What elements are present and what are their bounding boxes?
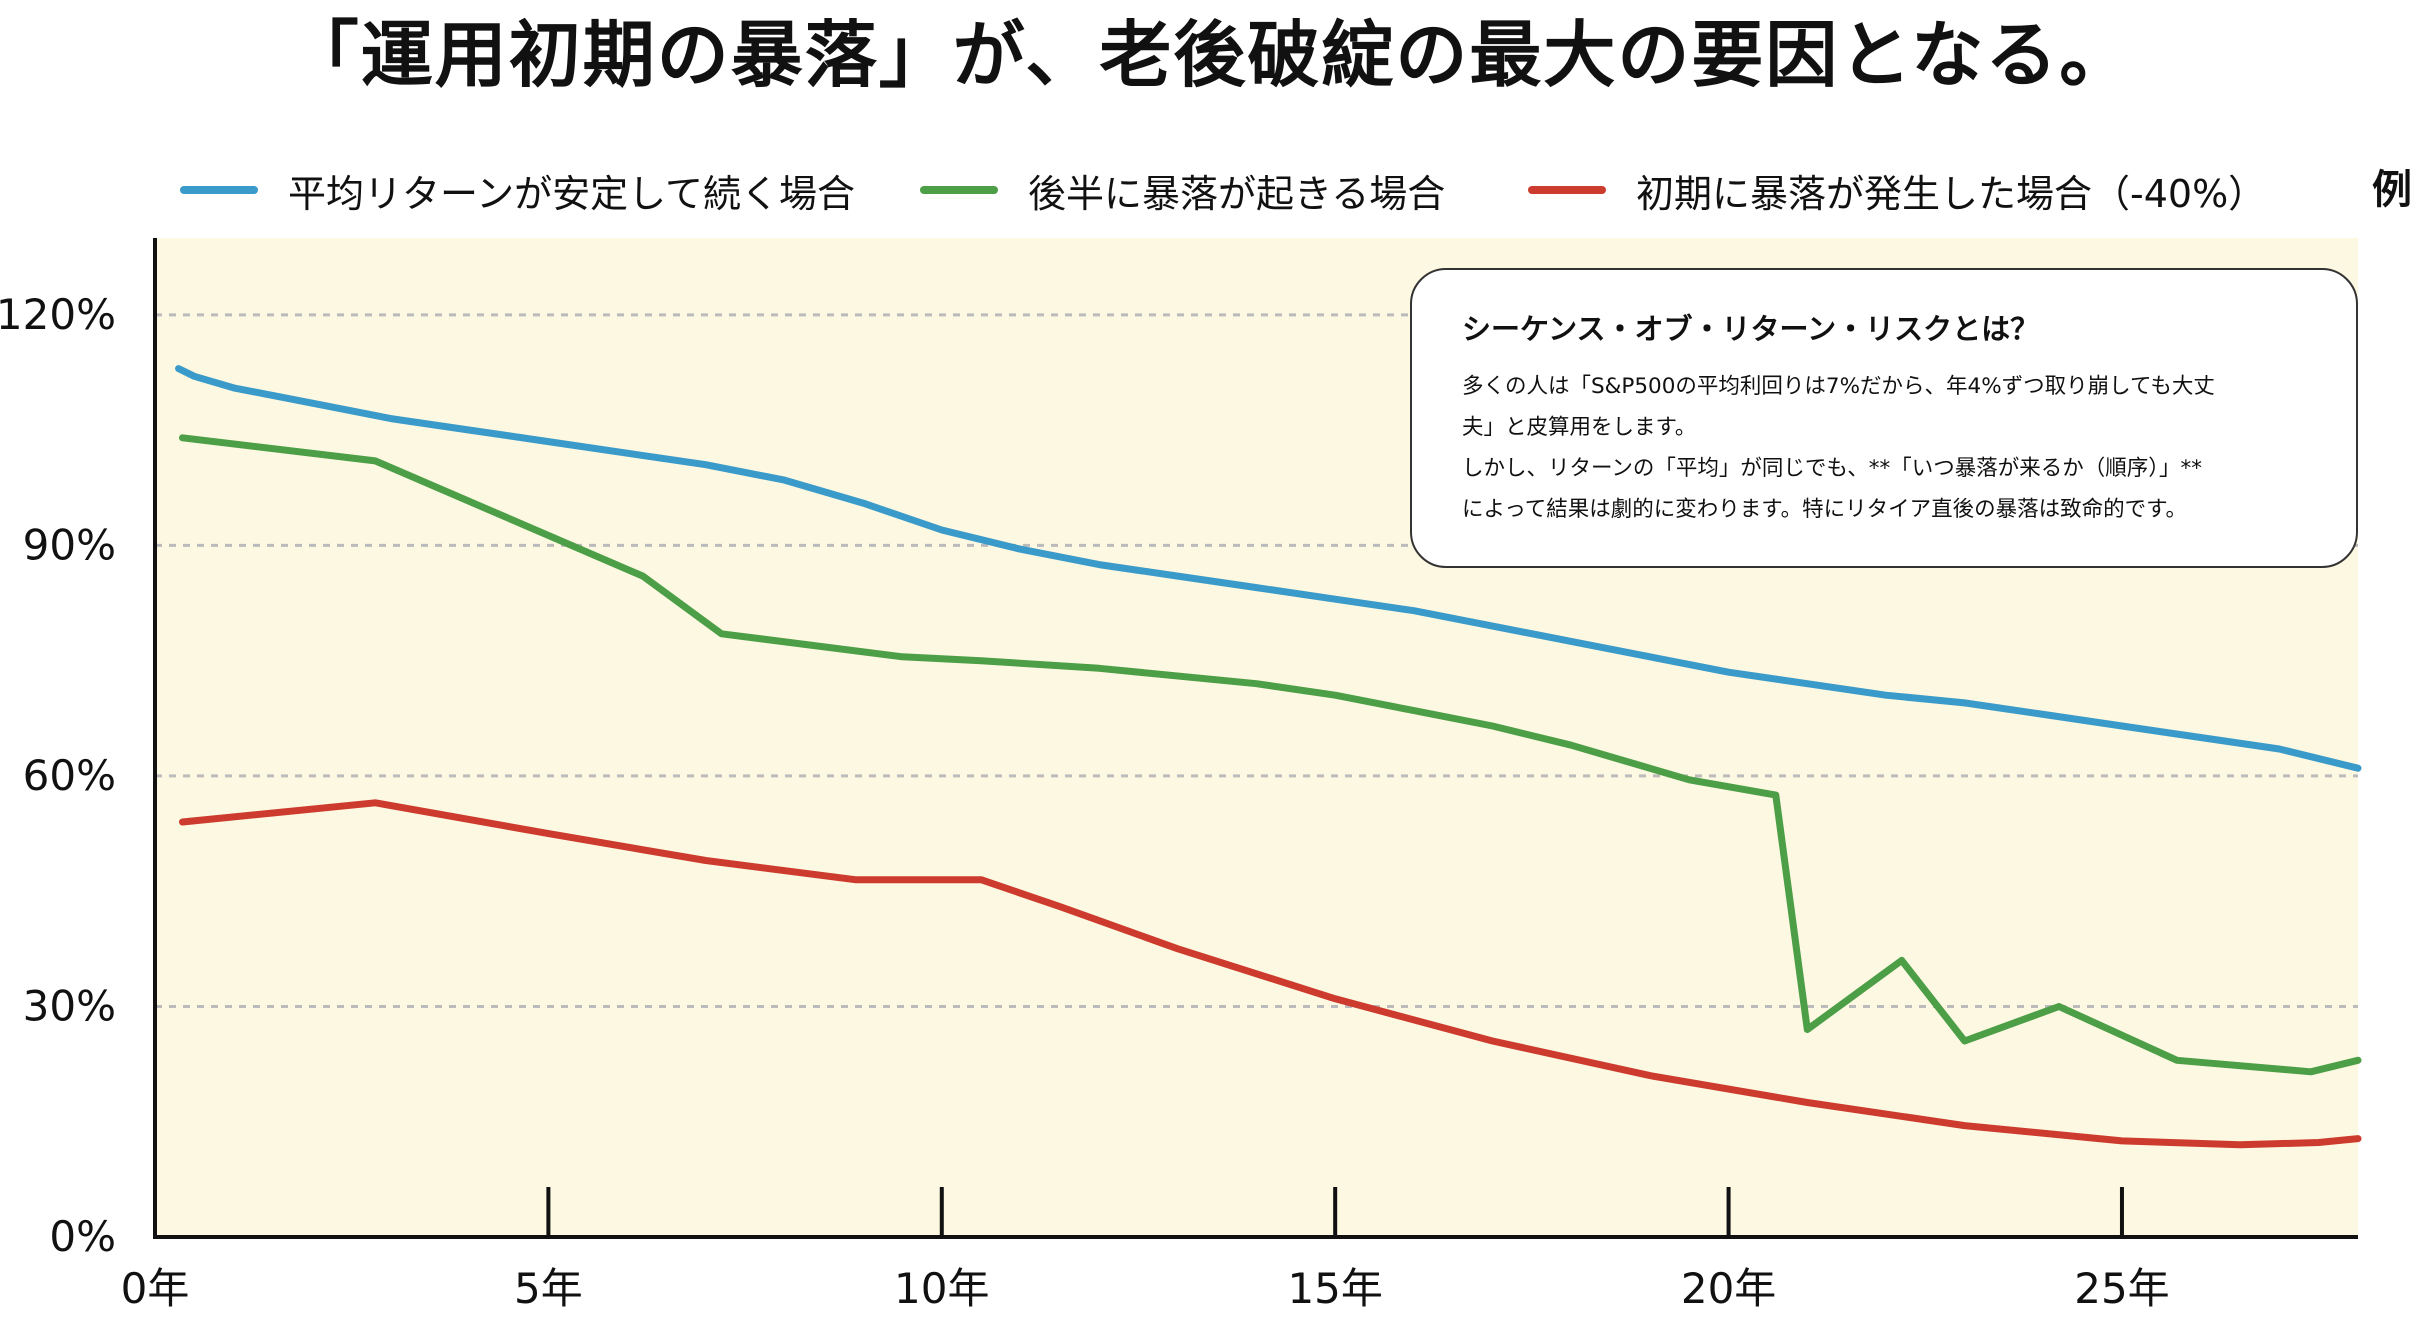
- legend-label: 後半に暴落が起きる場合: [1028, 171, 1446, 216]
- x-tick-label: 20年: [1681, 1264, 1776, 1313]
- info-box-body: 多くの人は「S&P500の平均利回りは7%だから、年4%ずつ取り崩しても大丈 夫…: [1462, 366, 2306, 530]
- legend-label: 初期に暴落が発生した場合（-40%）: [1636, 171, 2267, 216]
- x-tick-label: 0年: [121, 1264, 190, 1313]
- info-box-line: によって結果は劇的に変わります。特にリタイア直後の暴落は致命的です。: [1462, 497, 2187, 522]
- series-line-early-crash: [179, 799, 2362, 1149]
- y-tick-label: 120%: [0, 290, 116, 339]
- axes: [153, 238, 2358, 1239]
- info-box-line: 多くの人は「S&P500の平均利回りは7%だから、年4%ずつ取り崩しても大丈: [1462, 374, 2215, 399]
- series-line-late-crash: [179, 434, 2362, 1076]
- legend-item-stable: 平均リターンが安定して続く場合: [180, 160, 855, 220]
- y-tick-label: 60%: [23, 751, 116, 800]
- y-tick-label: 0%: [49, 1212, 116, 1261]
- info-box-line: 夫」と皮算用をします。: [1462, 415, 1697, 440]
- legend-item-late-crash: 後半に暴落が起きる場合: [920, 160, 1445, 220]
- info-box-line: しかし、リターンの「平均」が同じでも、**「いつ暴落が来るか（順序）」**: [1462, 456, 2203, 481]
- legend-line-icon: [920, 186, 998, 194]
- legend-suffix: 例: [2372, 167, 2412, 213]
- legend-line-icon: [180, 186, 258, 194]
- y-tick-label: 90%: [23, 520, 116, 569]
- x-tick-label: 15年: [1287, 1264, 1382, 1313]
- series-line-stable: [175, 365, 2362, 772]
- info-box-title: シーケンス・オブ・リターン・リスクとは？: [1462, 312, 2040, 346]
- legend-label: 平均リターンが安定して続く場合: [288, 171, 855, 216]
- page-title: 「運用初期の暴落」が、老後破綻の最大の要因となる。: [286, 13, 2134, 97]
- legend-line-icon: [1528, 186, 1606, 194]
- tick-labels: 0% 30% 60% 90% 120% 0年 5年 10年 15年 20年 25年: [0, 290, 2170, 1313]
- x-tick-label: 5年: [514, 1264, 583, 1313]
- y-tick-label: 30%: [23, 981, 116, 1030]
- legend-item-early-crash: 初期に暴落が発生した場合（-40%）: [1528, 160, 2266, 220]
- info-box: シーケンス・オブ・リターン・リスクとは？ 多くの人は「S&P500の平均利回りは…: [1410, 268, 2358, 568]
- x-tick-label: 25年: [2074, 1264, 2169, 1313]
- x-tick-label: 10年: [894, 1264, 989, 1313]
- series-lines: [175, 365, 2362, 1149]
